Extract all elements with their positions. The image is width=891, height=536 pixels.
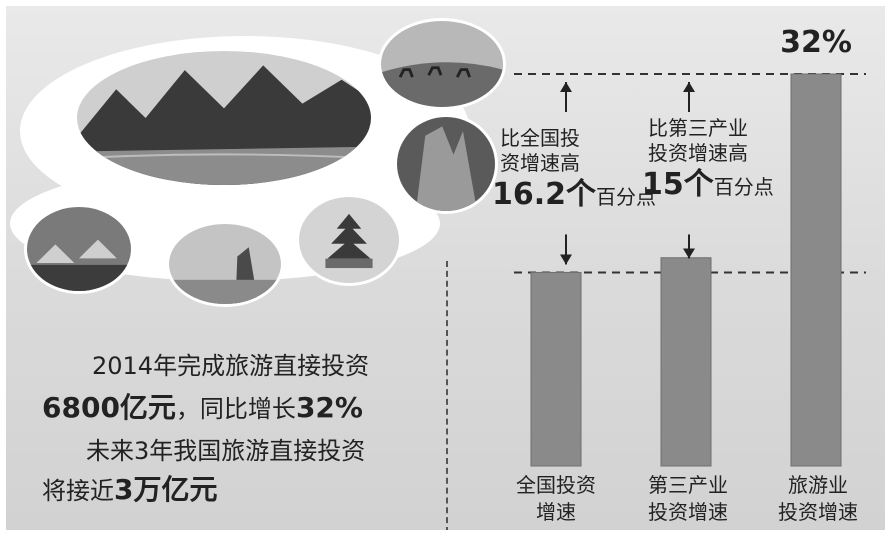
category-label-tertiary: 第三产业 投资增速 [648,473,728,524]
mountain-lake-photo [74,48,374,188]
data-label-2: 32% [780,25,852,60]
annotation-1-unit: 百分点 [596,185,657,209]
headline-block: 2014年完成旅游直接投资 [92,346,369,381]
headline-block-4: 将接近3万亿元 [42,468,217,508]
annotation-2-value: 15个 [642,167,714,202]
annotation-vs-tertiary: 比第三产业 投资增速高 15个百分点 [642,116,774,204]
infographic-panel: 2014年完成旅游直接投资 6800亿元，同比增长32% 未来3年我国旅游直接投… [6,6,885,530]
annotation-1-line-1: 比全国投 [500,126,580,150]
bar-2 [790,73,842,467]
headline-line-2: 6800亿元，同比增长32% [42,391,363,424]
arrow-up-1-head [560,82,572,92]
section-divider [446,261,448,530]
temple-of-heaven-photo [296,194,402,286]
category-label-national: 全国投资 增速 [516,473,596,524]
headline-block-2: 6800亿元，同比增长32% [42,386,363,426]
bar-1 [660,257,712,467]
village-photo [24,204,134,294]
annotation-2-value-row: 15个百分点 [642,166,774,204]
rock-cliff-photo [394,114,498,214]
desert-camel-photo [378,18,506,110]
category-label-tourism: 旅游业 投资增速 [778,473,858,524]
coastal-rock-photo [166,221,284,307]
annotation-2-line-1: 比第三产业 [648,116,748,140]
investment-growth-chart: 32% [514,25,866,467]
annotation-vs-national: 比全国投 资增速高 16.2个百分点 [492,126,656,214]
headline-block-3: 未来3年我国旅游直接投资 [86,431,365,466]
annotation-2-unit: 百分点 [713,175,774,199]
headline-line-3: 未来3年我国旅游直接投资 [86,437,366,465]
arrow-down-1-head [560,254,572,265]
annotation-2-line-2: 投资增速高 [648,141,748,165]
headline-line-4: 将接近3万亿元 [42,473,218,506]
arrow-down-2-head [683,248,695,259]
annotation-1-value-row: 16.2个百分点 [492,176,656,214]
headline-line-1: 2014年完成旅游直接投资 [92,352,370,380]
bar-0 [530,271,582,467]
annotation-1-value: 16.2个 [492,177,597,212]
arrow-up-2-head [683,82,695,92]
annotation-1-line-2: 资增速高 [500,151,580,175]
